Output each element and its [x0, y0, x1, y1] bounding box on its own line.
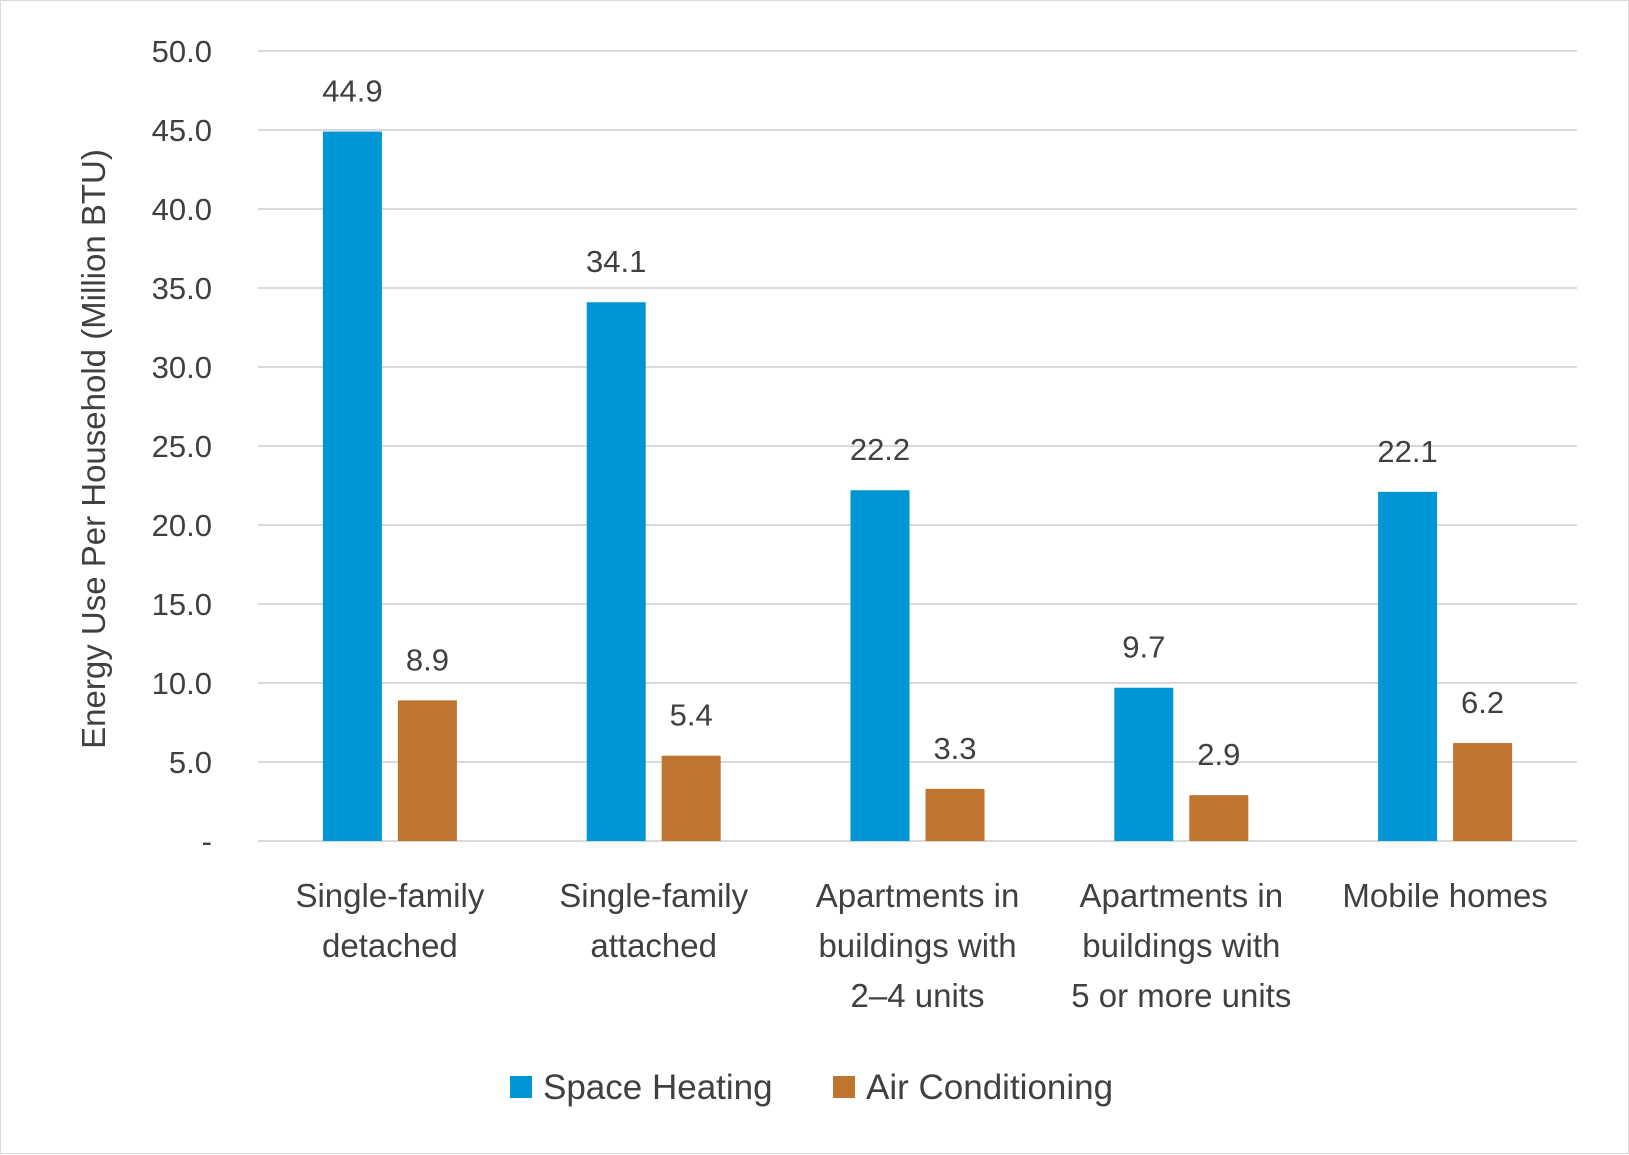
- bar-air-conditioning: [925, 788, 985, 841]
- bar-air-conditioning: [397, 700, 457, 841]
- data-label: 22.2: [850, 432, 910, 467]
- y-tick-label: 5.0: [169, 745, 212, 780]
- x-category-label: Single-family: [295, 877, 484, 914]
- data-labels: 44.9 34.1 22.2 9.7 22.1 8.9 5.4 3.3 2.9 6.2: [322, 74, 1504, 773]
- data-label: 6.2: [1461, 685, 1504, 720]
- x-category-label: 5 or more units: [1071, 977, 1291, 1014]
- data-label: 3.3: [933, 731, 976, 766]
- data-label: 5.4: [670, 698, 713, 733]
- x-category-label: detached: [322, 927, 458, 964]
- legend-label: Space Heating: [543, 1068, 773, 1107]
- x-category-label: attached: [590, 927, 717, 964]
- y-tick-label: 25.0: [152, 429, 212, 464]
- bar-space-heating: [850, 490, 910, 841]
- bar-air-conditioning: [1453, 743, 1513, 841]
- legend-swatch-air-conditioning: [833, 1076, 855, 1098]
- data-label: 9.7: [1122, 630, 1165, 665]
- data-label: 22.1: [1377, 434, 1437, 469]
- x-axis-category-labels: Single-family detached Single-family attach…: [295, 877, 1547, 1014]
- bar-air-conditioning: [1189, 795, 1249, 841]
- data-label: 34.1: [586, 244, 646, 279]
- bar-air-conditioning: [661, 755, 721, 841]
- y-tick-label: 15.0: [152, 587, 212, 622]
- y-tick-label: 40.0: [152, 192, 212, 227]
- y-tick-label: 50.0: [152, 34, 212, 69]
- data-label: 2.9: [1197, 737, 1240, 772]
- bar-space-heating: [1378, 491, 1438, 841]
- x-category-label: Apartments in: [816, 877, 1020, 914]
- legend: Space Heating Air Conditioning: [510, 1068, 1113, 1107]
- x-category-label: buildings with: [818, 927, 1016, 964]
- y-axis-tick-labels: - 5.0 10.0 15.0 20.0 25.0 30.0 35.0 40.0 45.0 50.0: [152, 34, 212, 859]
- x-category-label: buildings with: [1082, 927, 1280, 964]
- y-tick-label: 35.0: [152, 271, 212, 306]
- legend-swatch-space-heating: [510, 1076, 532, 1098]
- bars: [322, 131, 1513, 842]
- bar-space-heating: [322, 131, 382, 841]
- bar-space-heating: [586, 302, 646, 842]
- bar-space-heating: [1114, 687, 1174, 841]
- y-axis-label: Energy Use Per Household (Million BTU): [75, 149, 112, 749]
- legend-label: Air Conditioning: [866, 1068, 1113, 1107]
- x-category-label: Single-family: [559, 877, 748, 914]
- data-label: 8.9: [406, 642, 449, 677]
- y-tick-label: -: [202, 824, 212, 859]
- y-tick-label: 20.0: [152, 508, 212, 543]
- y-tick-label: 10.0: [152, 666, 212, 701]
- x-category-label: 2–4 units: [851, 977, 985, 1014]
- gridlines: [258, 50, 1577, 842]
- data-label: 44.9: [322, 74, 382, 109]
- y-tick-label: 30.0: [152, 350, 212, 385]
- x-category-label: Mobile homes: [1342, 877, 1547, 914]
- x-category-label: Apartments in: [1080, 877, 1284, 914]
- y-tick-label: 45.0: [152, 113, 212, 148]
